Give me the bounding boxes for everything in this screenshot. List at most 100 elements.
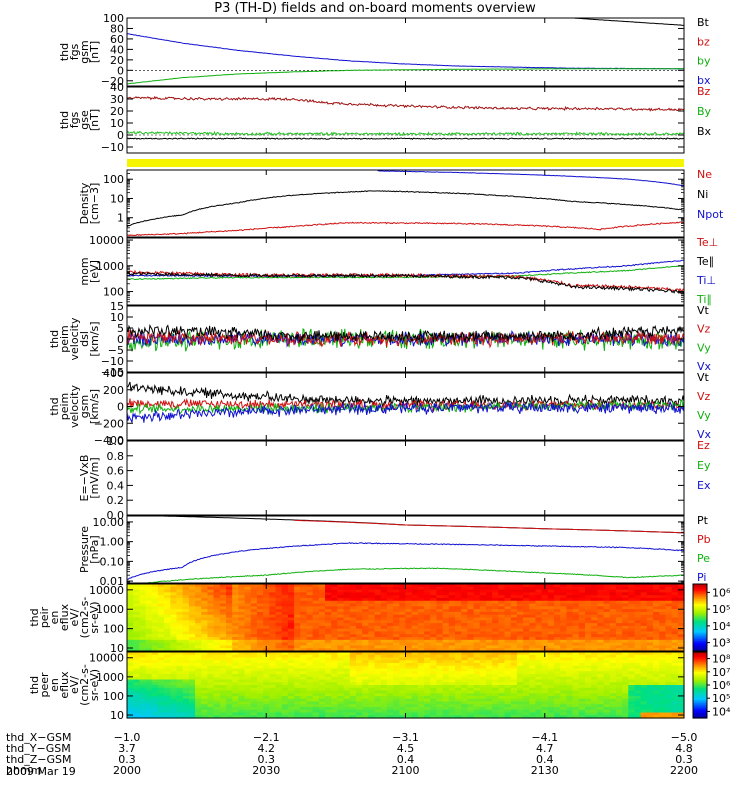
legend-label: Pe: [697, 552, 710, 565]
ytick-label: 20: [110, 54, 124, 67]
series-density-Ni: [127, 190, 684, 228]
ytick-label: 40: [110, 43, 124, 56]
ylabel-line: sr-eV): [88, 669, 101, 701]
legend-label: Npot: [697, 208, 724, 221]
legend-label: Ez: [697, 439, 710, 452]
series-pressure-Pe: [140, 567, 684, 583]
ylabel-line: eflux: [58, 603, 71, 631]
footer-value: −4.1: [531, 731, 559, 744]
ytick-label: 0.2: [107, 494, 125, 507]
data-gap-bar: [127, 159, 684, 167]
colorbar-label: 10⁴: [712, 620, 731, 633]
ytick-label: 30: [110, 93, 124, 106]
legend-label: Vx: [697, 360, 712, 373]
ytick-label: 80: [110, 22, 124, 35]
series-density-Npot: [377, 170, 684, 187]
legend-label: Vz: [697, 390, 711, 403]
ytick-label: 1.0: [107, 435, 125, 448]
panel-pressure: 10.00 1.00 0.10 0.01 Pressure[nPa] Pt Pb Pe Pi: [78, 514, 711, 588]
series-velocity-gsm-Vz: [127, 397, 684, 413]
ytick-label: −20: [101, 75, 124, 88]
ylabel-line: thd: [28, 676, 41, 694]
ytick-label: −10: [101, 141, 124, 154]
ylabel-line: [mV/m]: [88, 457, 101, 498]
panel-frame: [126, 86, 685, 154]
legend-label: Ey: [697, 459, 711, 472]
ytick-label: 10000: [89, 652, 124, 665]
ylabel-line: [km/s]: [88, 389, 101, 424]
footer-row-label: hhmm: [6, 764, 42, 777]
panel-frame: [126, 169, 685, 238]
legend-label: Vx: [697, 428, 712, 441]
ylabel-line: thd: [58, 111, 71, 129]
ylabel-line: thd: [48, 330, 61, 348]
legend-label: Pb: [697, 533, 711, 546]
ytick-label: 10: [110, 192, 124, 205]
ylabel-line: [km/s]: [88, 321, 101, 356]
ytick-label: 0: [117, 333, 124, 346]
legend-label: Te∥: [696, 255, 714, 268]
footer-value: 4.7: [536, 742, 554, 755]
ytick-label: 10: [110, 642, 124, 655]
ylabel-line: thd: [58, 43, 71, 61]
legend-label: bz: [697, 35, 710, 48]
footer-row-label: thd_Z−GSM: [6, 753, 72, 766]
footer-value: 2130: [530, 764, 559, 777]
legend-label: Ni: [697, 188, 708, 201]
ylabel-line: gsm: [78, 40, 91, 63]
series-fgs-gse-By: [127, 130, 684, 137]
legend-label: Pt: [697, 514, 709, 527]
ytick-label: 5: [117, 322, 124, 335]
ytick-label: 100: [103, 12, 124, 25]
panel-density: 100 10 1 Density[cm−3] Ne Ni Npot: [78, 168, 724, 238]
panel-frame: [126, 440, 685, 516]
ylabel-line: velocity: [68, 317, 81, 360]
footer-value: 0.4: [396, 753, 415, 766]
footer-value: 3.7: [118, 742, 136, 755]
footer-value: 0.3: [257, 753, 276, 766]
series-fgs-gsm-Bt: [565, 18, 684, 26]
ytick-label: 100: [103, 690, 124, 703]
ytick-label: 0.6: [107, 465, 125, 478]
footer-value: 2100: [391, 764, 420, 777]
colorbar-label: 10⁵: [712, 603, 730, 616]
legend-label: Vy: [697, 409, 711, 422]
ylabel-line: [eV]: [88, 260, 101, 283]
ytick-label: 0.4: [107, 479, 125, 492]
ytick-label: 0.8: [107, 450, 125, 463]
panel-ion-spectrogram: 10³ 10⁴ 10⁵ 10⁶ 10000 1000 100 10 thdpeireneflux…: [28, 583, 731, 655]
colorbar-label: 10⁷: [712, 666, 730, 679]
ytick-label: 0: [117, 401, 124, 414]
ytick-label: −200: [94, 417, 124, 430]
ytick-label: 10000: [89, 584, 124, 597]
legend-label: By: [697, 105, 712, 118]
ylabel-line: eV/: [68, 676, 81, 694]
ylabel-line: [nT]: [88, 41, 101, 63]
footer-row-label: thd_X−GSM: [6, 731, 72, 744]
ytick-label: −10: [101, 355, 124, 368]
footer-value: 4.8: [675, 742, 693, 755]
footer-row-label: thd_Y−GSM: [6, 742, 71, 755]
ytick-label: 20: [110, 105, 124, 118]
ylabel-line: (cm2-s-: [78, 664, 91, 706]
legend-label: Pi: [697, 571, 706, 584]
legend-label: Vt: [697, 304, 710, 317]
ylabel-line: peer: [38, 672, 51, 698]
legend-label: Bz: [697, 85, 711, 98]
ytick-label: 60: [110, 33, 124, 46]
ylabel-line: Pressure: [78, 526, 91, 573]
ylabel-line: velocity: [68, 385, 81, 428]
footer-value: 2000: [113, 764, 141, 777]
series-fgs-gsm-by: [127, 67, 684, 85]
legend-label: Ti∥: [696, 293, 712, 306]
ytick-label: 0: [117, 129, 124, 142]
footer-date: 2009 Mar 19: [6, 765, 76, 778]
colorbar-label: 10⁶: [712, 679, 731, 692]
legend-label: by: [697, 55, 711, 68]
ylabel-line: Density: [78, 182, 91, 224]
